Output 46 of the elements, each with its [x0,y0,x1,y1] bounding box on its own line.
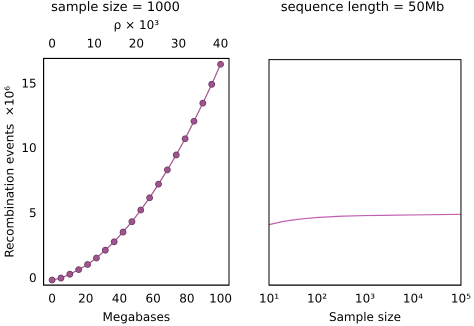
y-tick-label: 15 [21,76,37,90]
point [110,238,118,246]
x-tick-label: 60 [146,292,161,306]
point [128,218,136,226]
x-axis-title: Sample size [328,310,402,324]
point [199,100,206,107]
y-axis-title: Recombination events ×10⁶ [2,86,16,258]
x2-tick-label: 30 [170,36,186,50]
y-tick-label: 5 [29,206,37,220]
point [75,266,82,274]
point [48,276,56,284]
point [137,206,144,214]
y-tick-label: 0 [29,270,37,285]
x-axis-title: Megabases [102,310,170,324]
chart-title: sequence length = 50Mb [280,0,444,16]
x-tick-label: 80 [179,292,195,306]
point [58,274,64,282]
point [146,194,154,202]
point [172,152,180,158]
point [102,246,109,254]
point [208,80,216,88]
y-tick-label: 10 [21,141,37,156]
x-tick-label: 10⁵ [450,292,472,306]
point [66,270,74,278]
x-tick-label: 10³ [354,292,376,306]
x2-tick-label: 0 [48,36,56,50]
point [164,166,171,174]
x-tick-label: 10⁴ [402,292,424,306]
x2-tick-label: 10 [86,36,102,50]
x2-axis-title: ρ × 10³ [114,18,160,32]
point [155,180,162,188]
point [190,118,198,125]
point [217,60,224,68]
x-tick-label: 10¹ [258,292,280,306]
x-tick-label: 10² [306,292,328,306]
chart-title: sample size = 1000 [51,0,180,16]
x2-tick-label: 40 [212,36,228,50]
x-tick-label: 20 [78,292,94,306]
x2-tick-label: 20 [128,36,144,50]
x-tick-label: 100 [209,292,232,306]
x-tick-label: 0 [48,292,56,306]
point [182,135,189,142]
x-tick-label: 40 [112,292,128,306]
point [93,254,100,262]
point [120,228,126,236]
point [84,261,91,268]
